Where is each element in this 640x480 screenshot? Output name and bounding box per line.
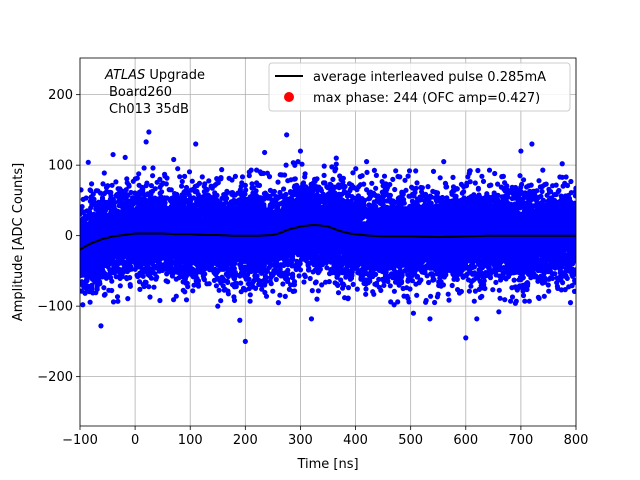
scatter-point xyxy=(392,302,397,307)
annotation-channel: Ch013 35dB xyxy=(109,102,189,117)
y-tick-label: 200 xyxy=(48,88,73,103)
scatter-point xyxy=(284,132,289,137)
x-tick-label: −100 xyxy=(62,433,98,448)
legend-entry-max-phase: max phase: 244 (OFC amp=0.427) xyxy=(313,91,540,106)
scatter-point xyxy=(518,148,523,153)
scatter-point xyxy=(243,339,248,344)
x-tick-label: 400 xyxy=(343,433,368,448)
scatter-point xyxy=(314,297,319,302)
annotation-upgrade: Upgrade xyxy=(145,68,205,83)
x-tick-label: 600 xyxy=(453,433,478,448)
scatter-point xyxy=(441,159,446,164)
y-tick-label: 0 xyxy=(65,229,73,244)
scatter-point xyxy=(90,286,95,291)
x-tick-label: 100 xyxy=(178,433,203,448)
scatter-point xyxy=(298,148,303,153)
scatter-point xyxy=(98,323,103,328)
annotation-atlas: ATLAS xyxy=(104,68,145,83)
x-axis-label: Time [ns] xyxy=(296,457,358,472)
scatter-point xyxy=(474,316,479,321)
y-axis-label: Amplitude [ADC Counts] xyxy=(11,163,26,321)
scatter-point xyxy=(262,150,267,155)
x-tick-label: 0 xyxy=(131,433,139,448)
annotation-line-1: ATLAS Upgrade xyxy=(104,68,205,83)
scatter-point xyxy=(86,160,91,165)
scatter-point xyxy=(334,156,339,161)
x-tick-label: 300 xyxy=(288,433,313,448)
legend-dot-marker xyxy=(284,92,294,102)
scatter-point xyxy=(110,152,115,157)
scatter-point xyxy=(364,159,369,164)
x-tick-label: 200 xyxy=(233,433,258,448)
scatter-point xyxy=(144,139,149,144)
scatter-point xyxy=(568,300,573,305)
legend-entry-average: average interleaved pulse 0.285mA xyxy=(313,70,546,85)
scatter-point xyxy=(193,141,198,146)
y-tick-label: −200 xyxy=(37,370,73,385)
scatter-point xyxy=(237,318,242,323)
y-tick-label: −100 xyxy=(37,300,73,315)
scatter-point xyxy=(463,335,468,340)
scatter-point xyxy=(80,302,85,307)
scatter-point xyxy=(276,300,281,305)
scatter-point xyxy=(157,298,162,303)
scatter-point xyxy=(427,316,432,321)
scatter-point xyxy=(560,161,565,166)
scatter-point xyxy=(411,311,416,316)
scatter-point xyxy=(123,155,128,160)
x-tick-label: 500 xyxy=(398,433,423,448)
scatter-point xyxy=(529,141,534,146)
scatter-point xyxy=(171,157,176,162)
legend: average interleaved pulse 0.285mA max ph… xyxy=(269,63,570,111)
x-tick-label: 800 xyxy=(564,433,589,448)
x-tick-label: 700 xyxy=(508,433,533,448)
scatter-point xyxy=(513,301,518,306)
scatter-point xyxy=(309,316,314,321)
y-tick-label: 100 xyxy=(48,159,73,174)
annotation-board: Board260 xyxy=(109,85,172,100)
scatter-point xyxy=(146,129,151,134)
scatter-point xyxy=(496,309,501,314)
scatter-point xyxy=(215,304,220,309)
